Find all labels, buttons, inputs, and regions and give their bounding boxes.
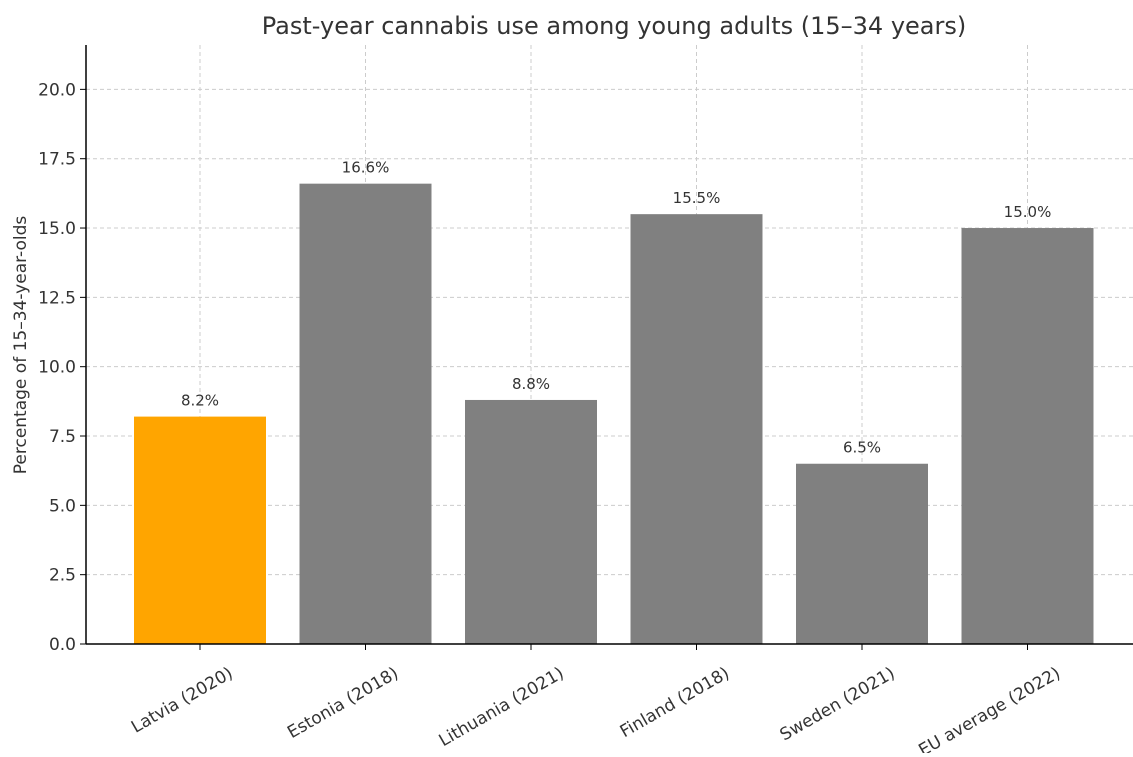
- x-tick-label: Sweden (2021): [777, 663, 899, 745]
- y-tick-label: 12.5: [38, 288, 76, 308]
- bar: [300, 184, 432, 644]
- y-tick-label: 10.0: [38, 358, 76, 378]
- chart-title: Past-year cannabis use among young adult…: [262, 12, 966, 40]
- y-tick-label: 20.0: [38, 80, 76, 100]
- x-axis-ticks: Latvia (2020) Estonia (2018) Lithuania (20…: [128, 644, 1064, 753]
- bar-value-label: 8.2%: [181, 392, 219, 410]
- bar-value-label: 15.0%: [1004, 203, 1052, 221]
- y-tick-label: 15.0: [38, 219, 76, 239]
- x-tick-label: Estonia (2018): [284, 663, 402, 743]
- x-tick-label: Latvia (2020): [128, 663, 236, 737]
- x-tick-label: Lithuania (2021): [436, 663, 568, 751]
- bar-value-label: 8.8%: [512, 375, 550, 393]
- y-tick-label: 17.5: [38, 150, 76, 170]
- x-tick-label: EU average (2022): [915, 663, 1064, 753]
- bar-value-label: 15.5%: [673, 189, 721, 207]
- bar: [134, 417, 266, 644]
- y-tick-label: 2.5: [49, 566, 76, 586]
- bar: [962, 228, 1094, 644]
- bar: [631, 214, 763, 644]
- bar: [796, 464, 928, 644]
- y-tick-label: 0.0: [49, 635, 76, 655]
- x-tick-label: Finland (2018): [617, 663, 733, 742]
- bar-value-label: 6.5%: [843, 439, 881, 457]
- bar: [465, 400, 597, 644]
- y-axis-ticks: 0.0 2.5 5.0 7.5 10.0 12.5 15.0 17.5 20.0: [38, 80, 86, 655]
- y-axis-label: Percentage of 15–34-year-olds: [11, 216, 31, 475]
- bar-value-label: 16.6%: [342, 159, 390, 177]
- y-tick-label: 7.5: [49, 427, 76, 447]
- y-tick-label: 5.0: [49, 496, 76, 516]
